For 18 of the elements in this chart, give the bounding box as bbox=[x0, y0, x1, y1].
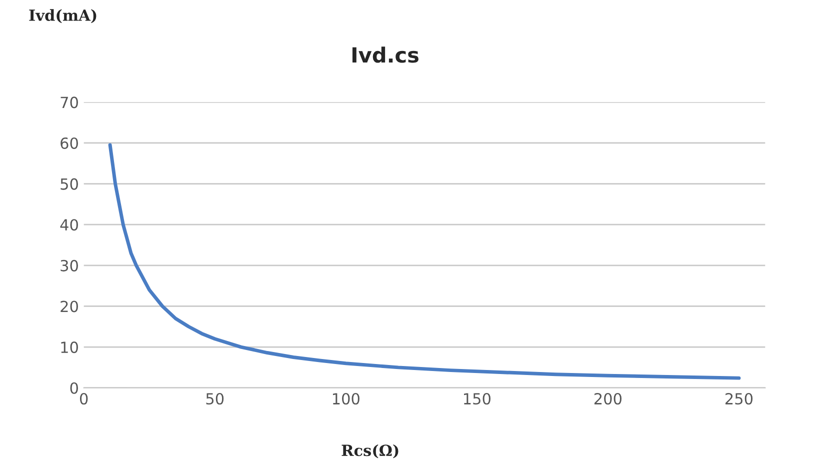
chart-title: Ivd.cs bbox=[352, 46, 418, 63]
y-tick-label: 60 bbox=[60, 137, 78, 150]
y-axis-title: Ivd(mA) bbox=[29, 9, 96, 24]
y-tick-label: 40 bbox=[60, 219, 78, 231]
y-tick-label: 70 bbox=[60, 96, 78, 108]
x-tick-label: 100 bbox=[332, 392, 360, 405]
y-tick-label: 20 bbox=[60, 300, 78, 312]
y-tick-label: 10 bbox=[61, 342, 78, 354]
x-axis-title: Rcs(Ω) bbox=[342, 444, 398, 458]
x-tick-label: 0 bbox=[80, 392, 88, 405]
y-tick-label: 50 bbox=[60, 178, 78, 190]
x-tick-label: 150 bbox=[464, 392, 490, 405]
x-tick-label: 250 bbox=[725, 392, 753, 405]
y-tick-label: 30 bbox=[60, 260, 78, 272]
x-tick-label: 200 bbox=[594, 392, 622, 405]
line-series bbox=[108, 143, 741, 380]
x-tick-label: 50 bbox=[206, 392, 224, 405]
y-tick-label: 0 bbox=[70, 382, 78, 394]
